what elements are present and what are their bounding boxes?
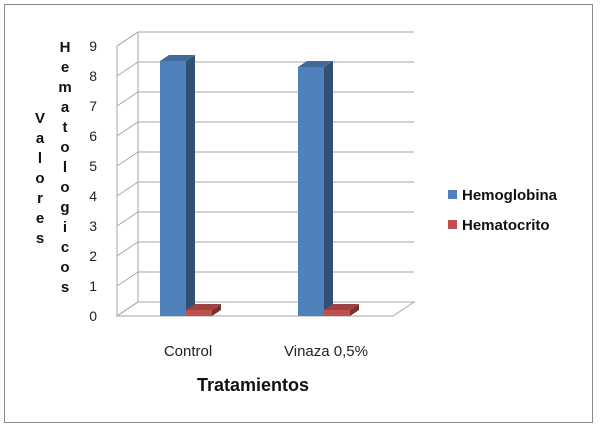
bar-front [160, 61, 186, 316]
bar-side [212, 304, 221, 316]
y-title-char: o [60, 139, 69, 156]
y-tick-label: 1 [89, 278, 97, 294]
y-title-char: o [60, 259, 69, 276]
y-title-char: s [36, 230, 44, 247]
y-tick-label: 5 [89, 158, 97, 174]
bar-top [160, 55, 195, 61]
y-title-char: e [36, 210, 44, 227]
y-title-char: l [63, 159, 67, 176]
y-title-char: s [61, 279, 69, 296]
legend: Hemoglobina Hematocrito [448, 187, 558, 234]
bar-hematocrito-0 [186, 304, 221, 316]
legend-label: Hematocrito [462, 217, 550, 234]
bar-top [324, 304, 359, 310]
y-title-char: V [35, 110, 45, 127]
bar-front [324, 310, 350, 316]
bars [160, 55, 359, 316]
gridline [116, 31, 414, 47]
bar-top [186, 304, 221, 310]
legend-label: Hemoglobina [462, 187, 558, 204]
bar-hematocrito-1 [324, 304, 359, 316]
y-title-char: g [60, 199, 69, 216]
y-tick-label: 0 [89, 308, 97, 324]
y-title-char: m [58, 79, 71, 96]
y-title-char: e [61, 59, 69, 76]
y-tick-labels: 0 1 2 3 4 5 6 7 8 9 [89, 38, 97, 324]
category-label: Vinaza 0,5% [284, 343, 368, 360]
bar-front [298, 67, 324, 316]
category-label: Control [164, 343, 212, 360]
y-title-char: l [38, 150, 42, 167]
y-tick-label: 3 [89, 218, 97, 234]
bar-side [324, 61, 333, 316]
y-title-char: o [60, 179, 69, 196]
y-title-char: t [63, 119, 68, 136]
y-tick-label: 7 [89, 98, 97, 114]
legend-swatch [448, 190, 457, 199]
legend-swatch [448, 220, 457, 229]
y-title-char: c [61, 239, 69, 256]
category-labels: Control Vinaza 0,5% [164, 343, 368, 360]
side-wall [116, 31, 139, 317]
bar-hemoglobina-0 [160, 55, 195, 316]
x-axis-title: Tratamientos [197, 375, 309, 395]
y-title-char: H [60, 39, 71, 56]
bar-front [186, 310, 212, 316]
legend-item: Hematocrito [448, 217, 550, 234]
y-title-char: r [37, 190, 43, 207]
y-title-char: a [61, 99, 70, 116]
bar-side [186, 55, 195, 316]
y-tick-label: 4 [89, 188, 97, 204]
y-title-char: o [35, 170, 44, 187]
bar-top [298, 61, 333, 67]
y-title-char: a [36, 130, 45, 147]
y-tick-label: 9 [89, 38, 97, 54]
bar-side [350, 304, 359, 316]
y-title-char: i [63, 219, 67, 236]
y-tick-label: 8 [89, 68, 97, 84]
y-tick-label: 2 [89, 248, 97, 264]
legend-item: Hemoglobina [448, 187, 558, 204]
y-tick-label: 6 [89, 128, 97, 144]
bar-hemoglobina-1 [298, 61, 333, 316]
